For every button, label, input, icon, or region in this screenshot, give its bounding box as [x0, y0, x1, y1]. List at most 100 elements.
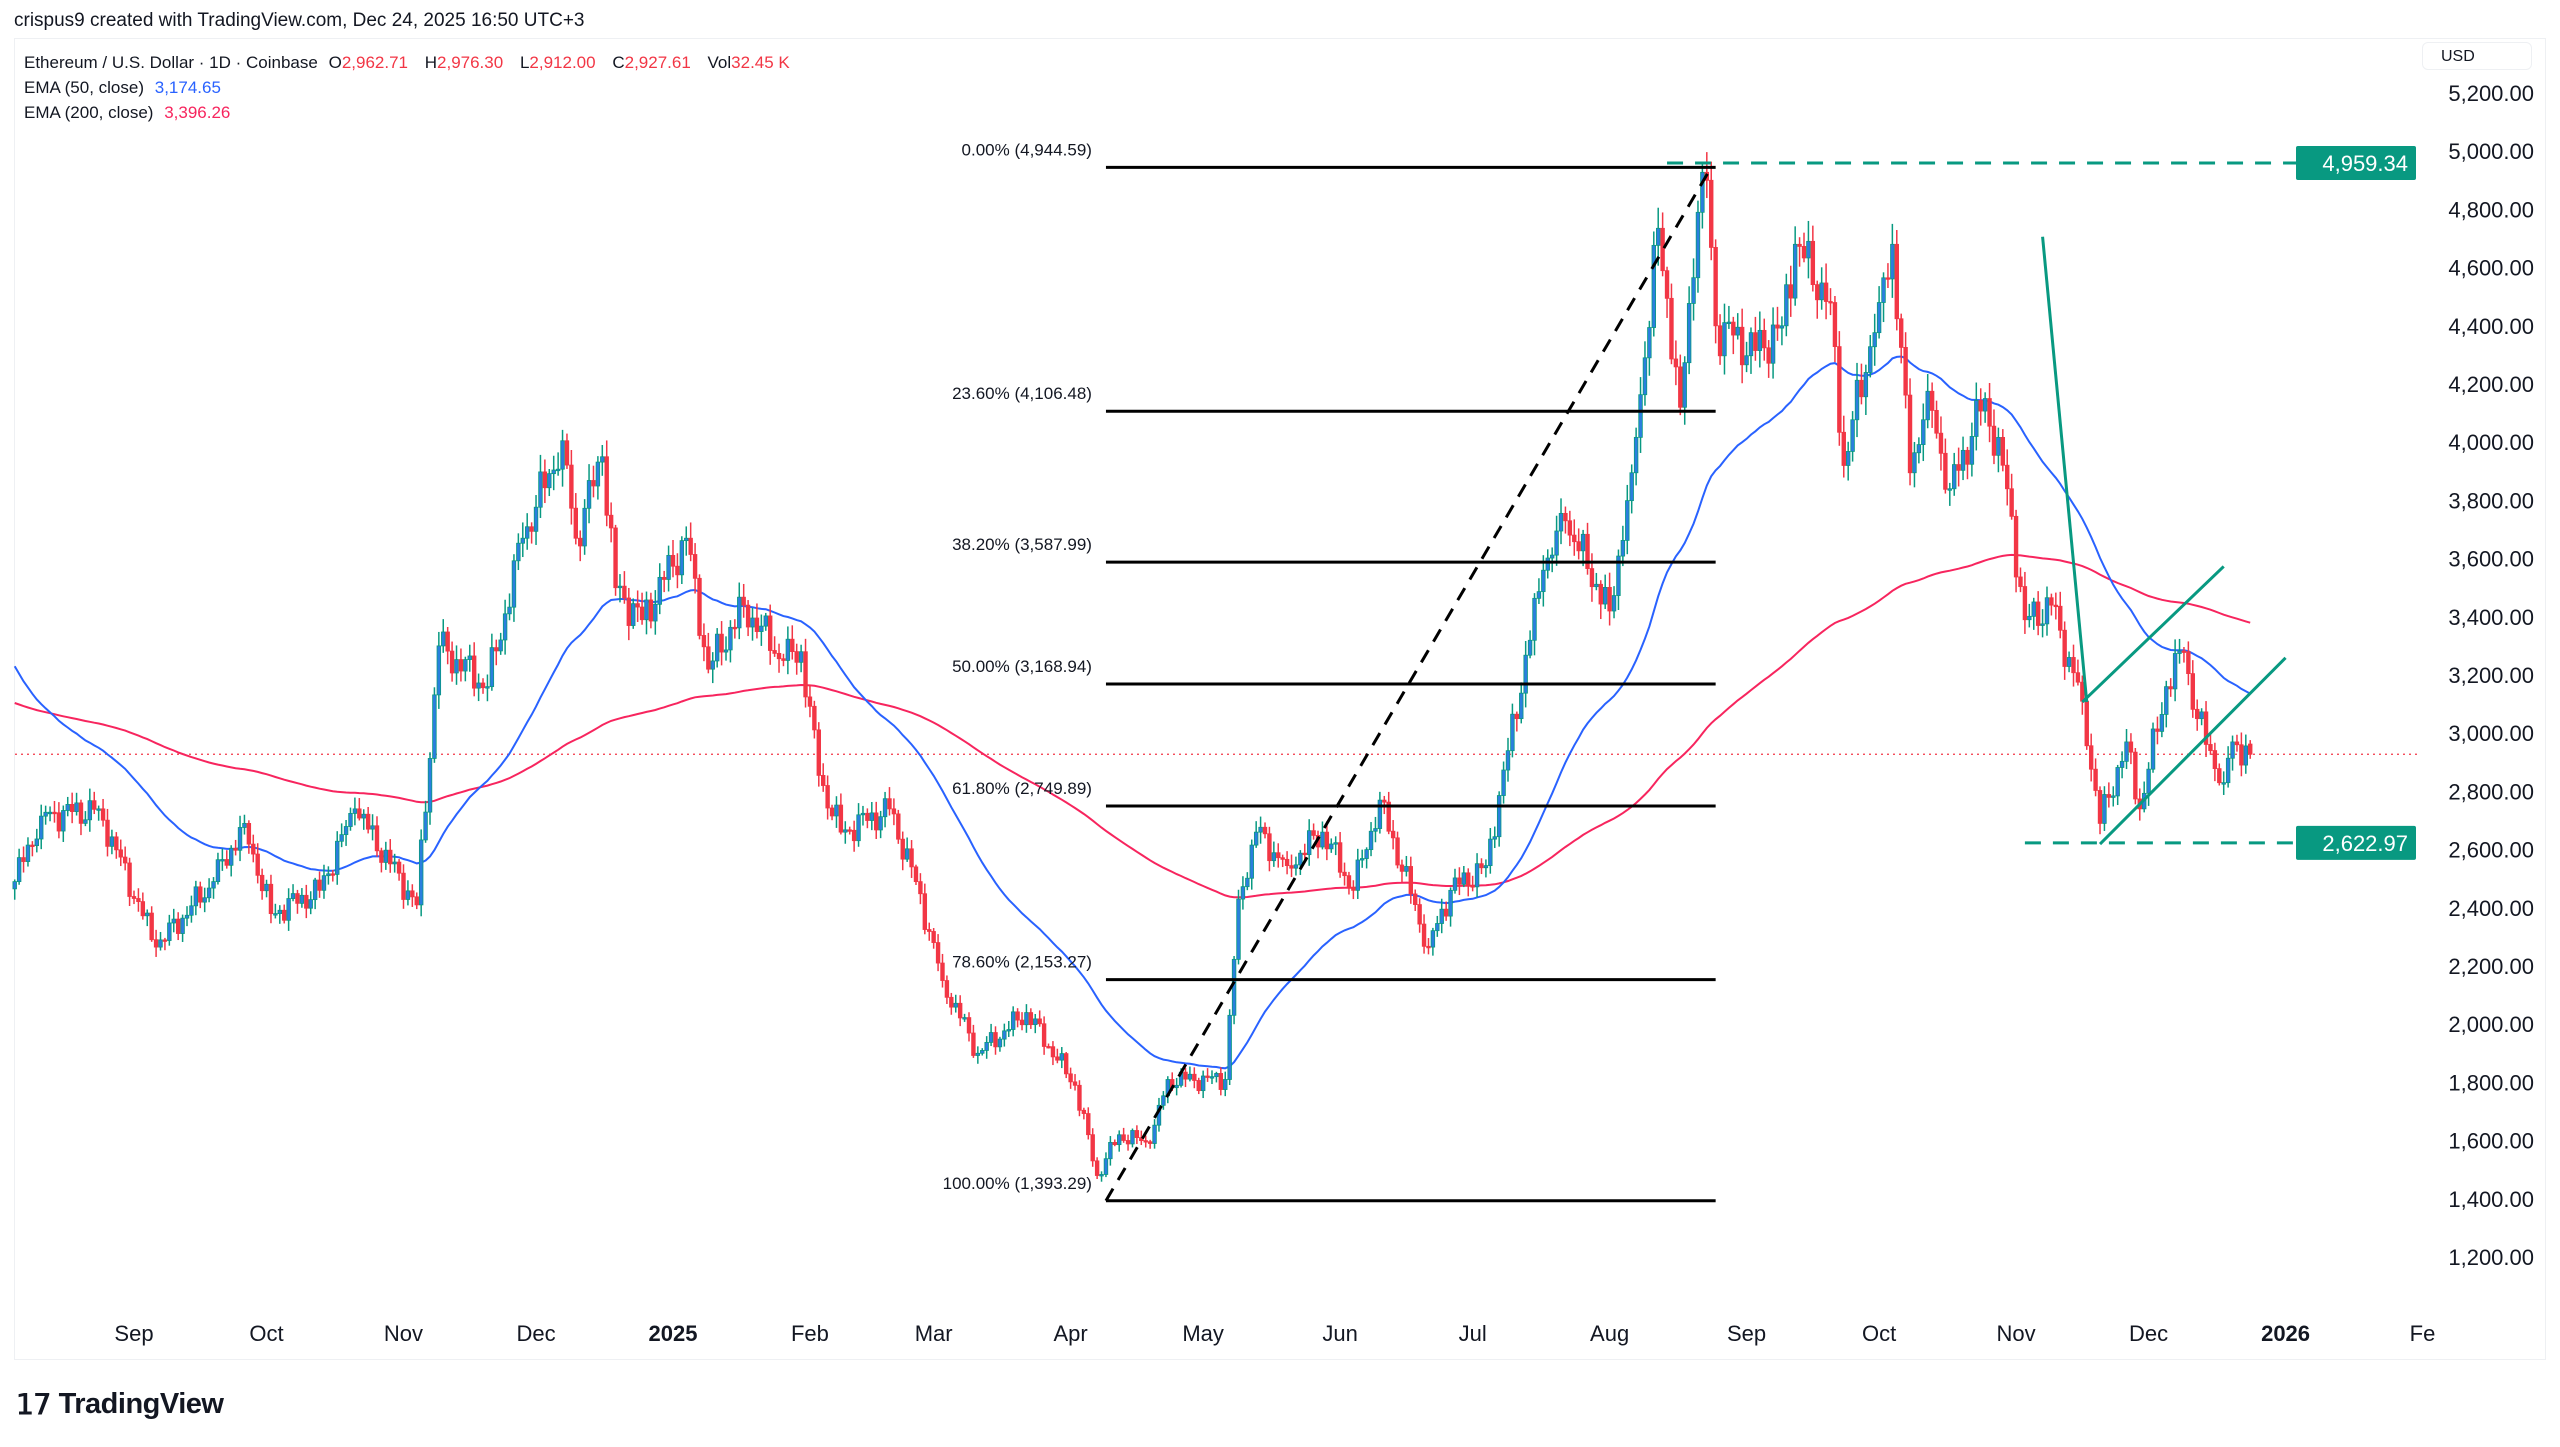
candle — [1055, 1048, 1060, 1064]
candle — [1938, 416, 1944, 471]
candle-body — [1108, 1142, 1113, 1160]
candle — [856, 803, 861, 847]
candle — [1885, 263, 1891, 289]
candle — [2124, 729, 2129, 770]
candle — [16, 848, 22, 885]
candle — [1103, 1152, 1109, 1178]
candle-body — [2248, 743, 2253, 755]
candle — [1585, 522, 1590, 575]
candle — [1324, 821, 1330, 861]
candle-body — [931, 931, 936, 943]
candle — [1130, 1128, 1135, 1148]
candle — [1589, 553, 1595, 602]
candle — [392, 853, 397, 873]
candle-body — [2035, 601, 2041, 626]
time-tick-label: Mar — [915, 1321, 953, 1346]
candle — [1245, 872, 1250, 891]
candle-body — [723, 649, 729, 653]
candle — [1629, 464, 1634, 514]
candle-body — [2013, 515, 2019, 578]
candle — [1947, 482, 1952, 506]
candle-body — [529, 526, 534, 532]
candle — [1611, 586, 1617, 619]
tradingview-logo[interactable]: 𝟣𝟩 TradingView — [16, 1388, 224, 1421]
candle — [794, 643, 799, 675]
candle-body — [259, 874, 265, 892]
candle-body — [1081, 1109, 1087, 1114]
candle — [661, 570, 667, 593]
candle-body — [326, 873, 331, 877]
candle — [732, 619, 738, 639]
candle-body — [34, 838, 40, 847]
ema50-legend-row[interactable]: EMA (50, close) 3,174.65 — [24, 75, 802, 100]
candle-body — [1779, 325, 1785, 329]
ema200-legend-row[interactable]: EMA (200, close) 3,396.26 — [24, 100, 802, 125]
candle-body — [220, 859, 225, 862]
candle — [78, 799, 84, 836]
candle-body — [2164, 686, 2169, 715]
candle — [1527, 630, 1533, 659]
candle-body — [1077, 1084, 1082, 1111]
candle — [600, 444, 605, 476]
candle-body — [1364, 849, 1369, 859]
fib-level-label: 61.80% (2,749.89) — [952, 779, 1092, 798]
candle-body — [1934, 410, 1939, 434]
candle-body — [922, 893, 928, 930]
candle-body — [2018, 576, 2023, 587]
candle — [617, 574, 623, 603]
candle-body — [887, 798, 892, 810]
candle-body — [273, 913, 278, 916]
candle — [2168, 678, 2173, 697]
candle-body — [1541, 569, 1546, 593]
candle — [268, 874, 274, 924]
candle — [1041, 1016, 1047, 1055]
candle — [109, 829, 115, 855]
candle-body — [1709, 179, 1714, 248]
ema200-line — [14, 553, 2251, 899]
candle-body — [1134, 1130, 1140, 1139]
price-badge — [2296, 825, 2416, 860]
candle-body — [2071, 657, 2076, 674]
candle — [1439, 898, 1444, 934]
candle — [2115, 764, 2120, 806]
candle — [1545, 549, 1550, 579]
candle — [790, 625, 795, 660]
candle-body — [1558, 512, 1564, 532]
symbol-title[interactable]: Ethereum / U.S. Dollar · 1D · Coinbase — [24, 53, 318, 72]
candle — [1536, 578, 1542, 605]
candle-body — [714, 633, 720, 662]
candle-body — [1921, 419, 1926, 445]
candle-body — [1147, 1141, 1153, 1144]
candle-body — [1810, 240, 1816, 286]
candle-body — [2133, 751, 2138, 800]
symbol-legend-row[interactable]: Ethereum / U.S. Dollar · 1D · Coinbase O… — [24, 50, 802, 75]
candle — [670, 540, 676, 578]
candle-body — [1311, 830, 1316, 836]
chart-panel[interactable] — [14, 38, 2546, 1360]
candle-body — [904, 848, 910, 860]
time-tick-label: May — [1182, 1321, 1224, 1346]
candle-body — [670, 554, 676, 567]
candle-body — [330, 873, 336, 876]
candle — [644, 591, 649, 635]
candle-body — [1620, 540, 1626, 557]
currency-button[interactable]: USD — [2422, 42, 2532, 70]
candle — [211, 877, 216, 899]
candle — [1996, 427, 2001, 473]
candle-body — [1103, 1158, 1109, 1175]
candle-body — [463, 659, 468, 672]
candle-body — [153, 939, 159, 948]
candle — [1576, 528, 1581, 560]
candle-body — [1271, 852, 1277, 862]
candle-body — [388, 849, 393, 865]
candle-body — [502, 613, 508, 641]
candle — [56, 802, 62, 839]
candle-body — [1404, 866, 1409, 872]
price-tick-label: 2,600.00 — [2448, 838, 2534, 863]
candle-body — [1413, 893, 1418, 905]
candle — [2159, 702, 2165, 738]
candle-body — [1324, 831, 1330, 850]
candle-body — [494, 647, 499, 652]
price-tick-label: 4,600.00 — [2448, 256, 2534, 281]
